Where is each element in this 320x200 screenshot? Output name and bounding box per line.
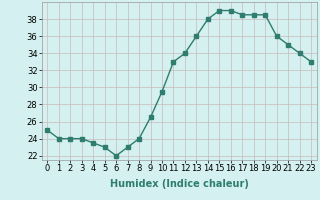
X-axis label: Humidex (Indice chaleur): Humidex (Indice chaleur)	[110, 179, 249, 189]
